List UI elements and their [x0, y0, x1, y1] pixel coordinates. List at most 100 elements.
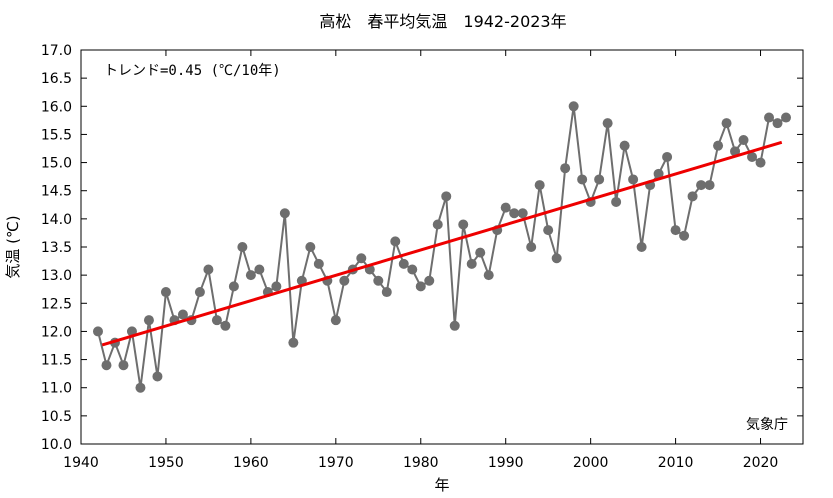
data-point: [721, 118, 732, 129]
data-point: [245, 270, 256, 281]
data-point: [220, 320, 231, 331]
data-point: [441, 191, 452, 202]
data-point: [228, 281, 239, 292]
data-point: [160, 287, 171, 298]
data-point: [101, 360, 112, 371]
data-point: [781, 112, 792, 123]
data-point: [339, 275, 350, 286]
data-point: [398, 258, 409, 269]
data-point: [143, 315, 154, 326]
y-tick-label: 12.5: [41, 296, 72, 312]
data-point: [194, 287, 205, 298]
data-point: [696, 180, 707, 191]
data-point: [611, 196, 622, 207]
x-axis-label: 年: [434, 476, 449, 494]
series-line: [97, 106, 787, 388]
data-point: [534, 180, 545, 191]
x-tick-label: 1940: [63, 455, 99, 471]
data-point: [755, 157, 766, 168]
data-point: [747, 151, 758, 162]
data-point: [517, 208, 528, 219]
y-tick-label: 13.5: [41, 240, 72, 256]
data-point: [738, 135, 749, 146]
data-point: [483, 270, 494, 281]
x-tick-label: 1970: [318, 455, 354, 471]
data-point: [551, 253, 562, 264]
data-point: [177, 309, 188, 320]
data-point: [271, 281, 282, 292]
data-point: [279, 208, 290, 219]
x-tick-label: 1960: [233, 455, 269, 471]
data-point: [687, 191, 698, 202]
y-tick-label: 13.0: [41, 268, 72, 284]
chart-title: 高松 春平均気温 1942-2023年: [319, 12, 566, 31]
data-point: [135, 382, 146, 393]
series-temperature: [92, 101, 792, 393]
data-point: [152, 371, 163, 382]
x-axis: 1940 1950 1960 1970 1980 1990 2000 2010 2020: [63, 50, 778, 471]
x-tick-label: 1950: [148, 455, 184, 471]
data-point: [203, 264, 214, 275]
data-point: [390, 236, 401, 247]
data-point: [475, 247, 486, 258]
x-tick-label: 2000: [573, 455, 609, 471]
data-point: [449, 320, 460, 331]
data-point: [619, 140, 630, 151]
data-point: [628, 174, 639, 185]
data-point: [713, 140, 724, 151]
data-point: [381, 287, 392, 298]
y-tick-label: 14.5: [41, 184, 72, 200]
data-point: [764, 112, 775, 123]
data-point: [458, 219, 469, 230]
y-axis-label: 気温 (℃): [4, 215, 22, 278]
data-point: [772, 118, 783, 129]
data-point: [254, 264, 265, 275]
data-point: [211, 315, 222, 326]
data-point: [237, 242, 248, 252]
data-point: [602, 118, 613, 129]
data-point: [679, 230, 690, 241]
x-tick-label: 1990: [488, 455, 524, 471]
data-point: [543, 225, 554, 236]
data-point: [653, 168, 664, 179]
plot-area: [80, 49, 804, 445]
data-point: [662, 151, 673, 162]
data-point: [577, 174, 588, 185]
data-point: [670, 225, 681, 236]
y-tick-label: 10.0: [41, 437, 72, 453]
x-tick-label: 2010: [658, 455, 694, 471]
data-point: [526, 242, 537, 252]
data-point: [466, 258, 477, 269]
trend-annotation: トレンド=0.45 (℃/10年): [104, 63, 281, 79]
y-axis: 10.0 10.5 11.0 11.5 12.0 12.5 13.0 13.5 14.0 14.5…: [41, 43, 803, 453]
y-tick-label: 11.0: [41, 381, 72, 397]
source-label: 気象庁: [746, 417, 788, 433]
data-point: [92, 326, 103, 337]
y-tick-label: 17.0: [41, 43, 72, 59]
y-tick-label: 14.0: [41, 212, 72, 228]
data-point: [407, 264, 418, 275]
data-point: [509, 208, 520, 219]
y-tick-label: 15.0: [41, 156, 72, 172]
y-tick-label: 11.5: [41, 353, 72, 369]
data-point: [730, 146, 741, 157]
y-tick-label: 12.0: [41, 324, 72, 340]
x-tick-label: 2020: [743, 455, 779, 471]
data-point: [636, 242, 647, 252]
trend-line-group: [101, 140, 783, 347]
data-point: [560, 163, 571, 174]
data-point: [305, 242, 316, 252]
data-point: [415, 281, 426, 292]
data-point: [118, 360, 129, 371]
data-point: [288, 337, 299, 348]
y-tick-label: 10.5: [41, 409, 72, 425]
trend-line: [101, 140, 783, 347]
data-point: [356, 253, 367, 264]
data-point: [568, 101, 579, 112]
data-point: [313, 258, 324, 269]
x-tick-label: 1980: [403, 455, 439, 471]
data-point: [373, 275, 384, 286]
y-tick-label: 16.5: [41, 71, 72, 87]
data-point: [432, 219, 443, 230]
